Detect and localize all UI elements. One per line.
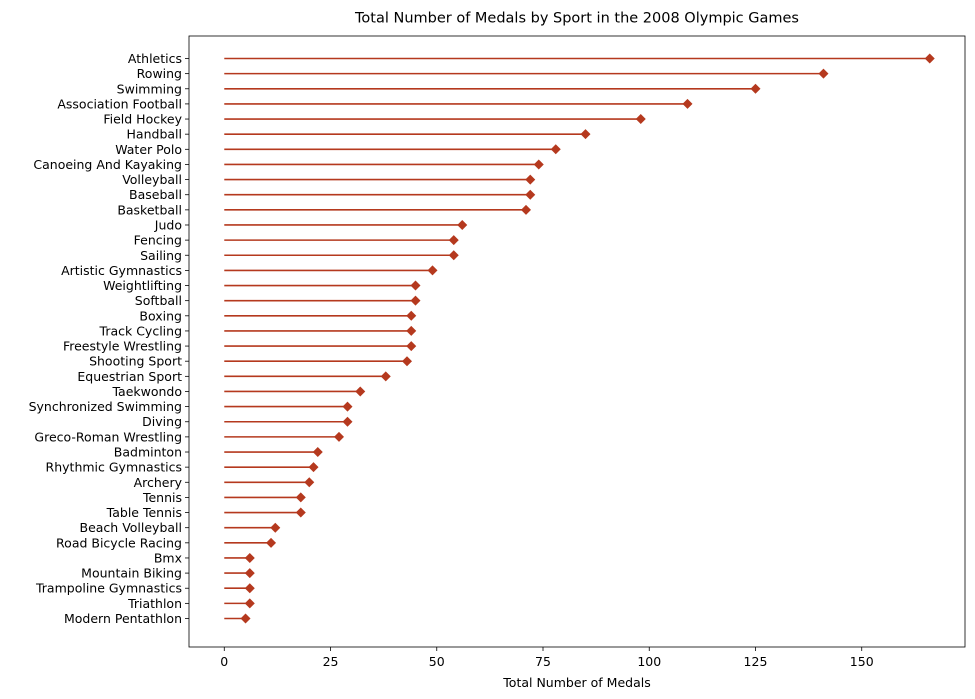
data-point	[304, 477, 315, 488]
y-tick-label: Baseball	[129, 187, 182, 202]
y-tick-label: Rowing	[137, 66, 182, 81]
data-point	[295, 507, 306, 518]
data-point	[410, 280, 421, 291]
x-tick-label: 100	[637, 654, 661, 669]
y-tick-label: Badminton	[114, 445, 182, 460]
x-tick-label: 150	[850, 654, 874, 669]
y-tick-label: Equestrian Sport	[77, 369, 182, 384]
y-tick-label: Judo	[154, 217, 182, 232]
y-tick-label: Track Cycling	[99, 323, 182, 338]
y-tick-label: Fencing	[134, 233, 182, 248]
y-tick-label: Taekwondo	[111, 384, 182, 399]
y-tick-label: Softball	[135, 293, 182, 308]
chart-title: Total Number of Medals by Sport in the 2…	[354, 11, 799, 27]
y-tick-label: Table Tennis	[106, 505, 182, 520]
data-point	[355, 386, 366, 397]
x-tick-label: 125	[744, 654, 768, 669]
data-point	[244, 583, 255, 594]
y-tick-label: Synchronized Swimming	[29, 399, 182, 414]
data-point	[406, 325, 417, 336]
data-point	[525, 189, 536, 200]
data-point	[244, 552, 255, 563]
y-tick-label: Modern Pentathlon	[64, 611, 182, 626]
y-tick-label: Volleyball	[122, 172, 182, 187]
y-tick-label: Triathlon	[127, 596, 182, 611]
y-tick-label: Diving	[142, 414, 182, 429]
y-tick-label: Water Polo	[115, 142, 182, 157]
data-point	[427, 265, 438, 276]
y-tick-label: Beach Volleyball	[80, 520, 183, 535]
data-point	[342, 416, 353, 427]
data-point	[342, 401, 353, 412]
y-tick-label: Boxing	[139, 308, 182, 323]
y-tick-label: Swimming	[117, 81, 182, 96]
markers-layer	[240, 53, 935, 624]
x-tick-label: 75	[535, 654, 551, 669]
y-tick-label: Canoeing And Kayaking	[33, 157, 182, 172]
y-tick-label: Road Bicycle Racing	[56, 535, 182, 550]
y-tick-label: Archery	[134, 475, 183, 490]
data-point	[308, 462, 319, 473]
data-point	[750, 83, 761, 94]
data-point	[380, 371, 391, 382]
y-tick-label: Sailing	[140, 248, 182, 263]
data-point	[457, 219, 468, 230]
data-point	[240, 613, 251, 624]
data-point	[410, 295, 421, 306]
y-tick-label: Association Football	[57, 96, 182, 111]
y-tick-label: Mountain Biking	[81, 566, 182, 581]
x-axis-label: Total Number of Medals	[502, 675, 650, 690]
y-tick-label: Field Hockey	[103, 112, 182, 127]
y-tick-label: Trampoline Gymnastics	[35, 581, 182, 596]
y-tick-label: Freestyle Wrestling	[63, 339, 182, 354]
data-point	[580, 129, 591, 140]
x-tick-label: 50	[429, 654, 445, 669]
x-tick-label: 0	[220, 654, 228, 669]
data-point	[312, 447, 323, 458]
y-tick-label: Rhythmic Gymnastics	[46, 460, 182, 475]
data-point	[682, 98, 693, 109]
data-point	[334, 431, 345, 442]
data-point	[525, 174, 536, 185]
data-point	[406, 310, 417, 321]
data-point	[270, 522, 281, 533]
data-point	[448, 235, 459, 246]
data-point	[402, 356, 413, 367]
data-point	[533, 159, 544, 170]
plot-frame	[188, 35, 966, 648]
x-tick-label: 25	[323, 654, 339, 669]
data-point	[244, 568, 255, 579]
data-point	[266, 537, 277, 548]
y-tick-label: Tennis	[142, 490, 182, 505]
data-point	[550, 144, 561, 155]
y-tick-label: Artistic Gymnastics	[61, 263, 182, 278]
data-point	[244, 598, 255, 609]
y-tick-label: Basketball	[117, 202, 182, 217]
y-tick-label: Greco-Roman Wrestling	[34, 429, 182, 444]
y-tick-label: Shooting Sport	[89, 354, 182, 369]
data-point	[818, 68, 829, 79]
data-point	[635, 114, 646, 125]
data-point	[924, 53, 935, 64]
data-point	[448, 250, 459, 261]
y-tick-label: Bmx	[154, 550, 182, 565]
x-axis: 0 25 50 75 100 125 150	[220, 647, 874, 669]
data-point	[406, 341, 417, 352]
y-tick-label: Athletics	[128, 51, 182, 66]
data-point	[521, 204, 532, 215]
y-tick-label: Weightlifting	[103, 278, 182, 293]
y-tick-label: Handball	[127, 127, 182, 142]
data-point	[295, 492, 306, 503]
stems-layer	[224, 57, 930, 620]
